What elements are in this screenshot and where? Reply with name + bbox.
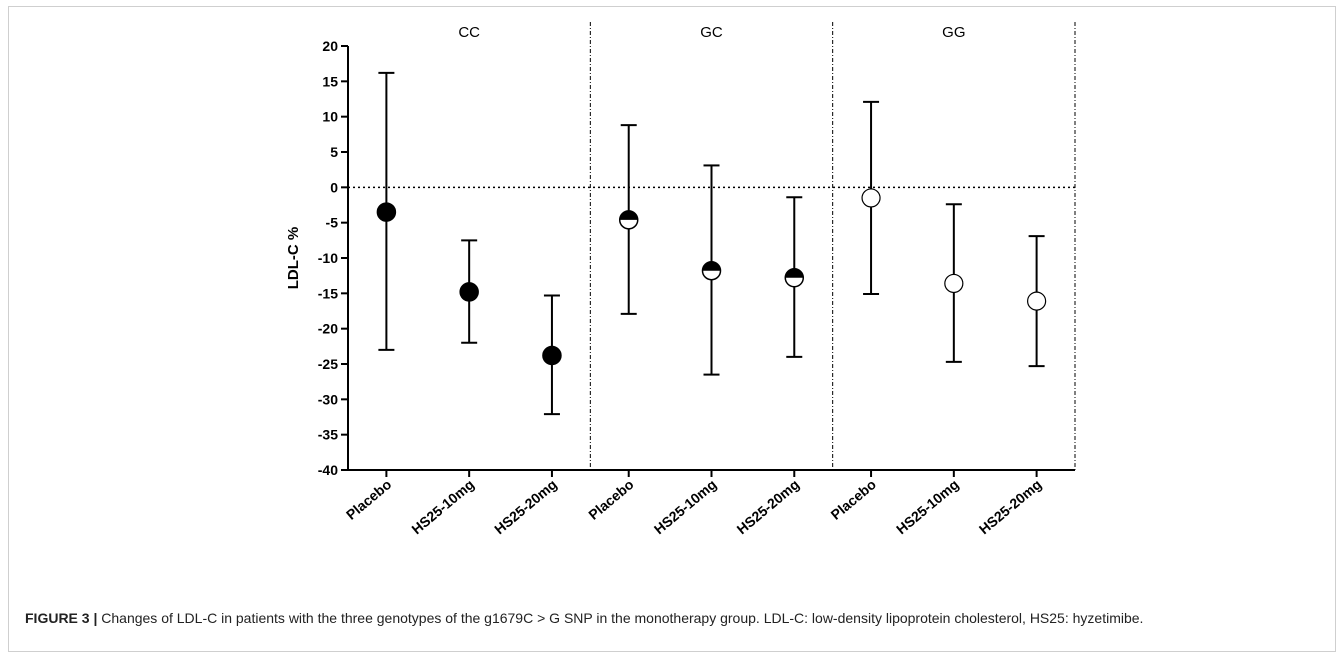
mean-point [1027,291,1047,311]
y-tick-label: -40 [318,462,338,478]
group-label-gg: GG [942,24,965,41]
y-tick-label: 10 [322,109,338,125]
x-tick-label: HS25-20mg [976,476,1045,537]
y-axis-title: LDL-C % [285,227,302,290]
y-tick-label: 15 [322,73,338,89]
caption-text: Changes of LDL-C in patients with the th… [97,610,1144,626]
y-tick-label: 20 [322,38,338,54]
y-tick-label: -20 [318,321,338,337]
y-tick-label: -5 [326,215,339,231]
x-tick-label: Placebo [828,476,879,523]
mean-point [459,282,479,302]
y-tick-label: -30 [318,391,338,407]
x-tick-label: HS25-20mg [733,476,802,537]
y-tick-label: 5 [330,144,338,160]
x-tick-label: HS25-10mg [408,476,477,537]
x-tick-label: Placebo [343,476,394,523]
y-tick-label: -25 [318,356,338,372]
group-label-gc: GC [700,24,723,41]
x-tick-label: HS25-10mg [893,476,962,537]
mean-point [944,273,964,294]
mean-point-fill [619,210,638,220]
mean-point [542,345,562,366]
mean-point [861,188,881,208]
group-label-cc: CC [458,24,480,41]
mean-point-fill [702,261,721,271]
caption-label: FIGURE 3 | [25,610,98,626]
y-tick-label: 0 [330,179,338,195]
y-tick-label: -10 [318,250,338,266]
y-tick-label: -15 [318,285,338,301]
y-tick-label: -35 [318,427,338,443]
x-tick-label: HS25-20mg [491,476,560,537]
x-tick-label: HS25-10mg [651,476,720,537]
mean-point [376,202,397,222]
figure-caption: FIGURE 3 | Changes of LDL-C in patients … [25,607,1325,629]
ldl-c-chart: 20 15 10 5 0 -5 -10 -15 -20 -25 -30 -35 -40 LDL-C % CC… [285,22,1076,537]
x-tick-label: Placebo [585,476,636,523]
mean-point-fill [785,268,804,278]
figure-frame [8,6,1336,652]
